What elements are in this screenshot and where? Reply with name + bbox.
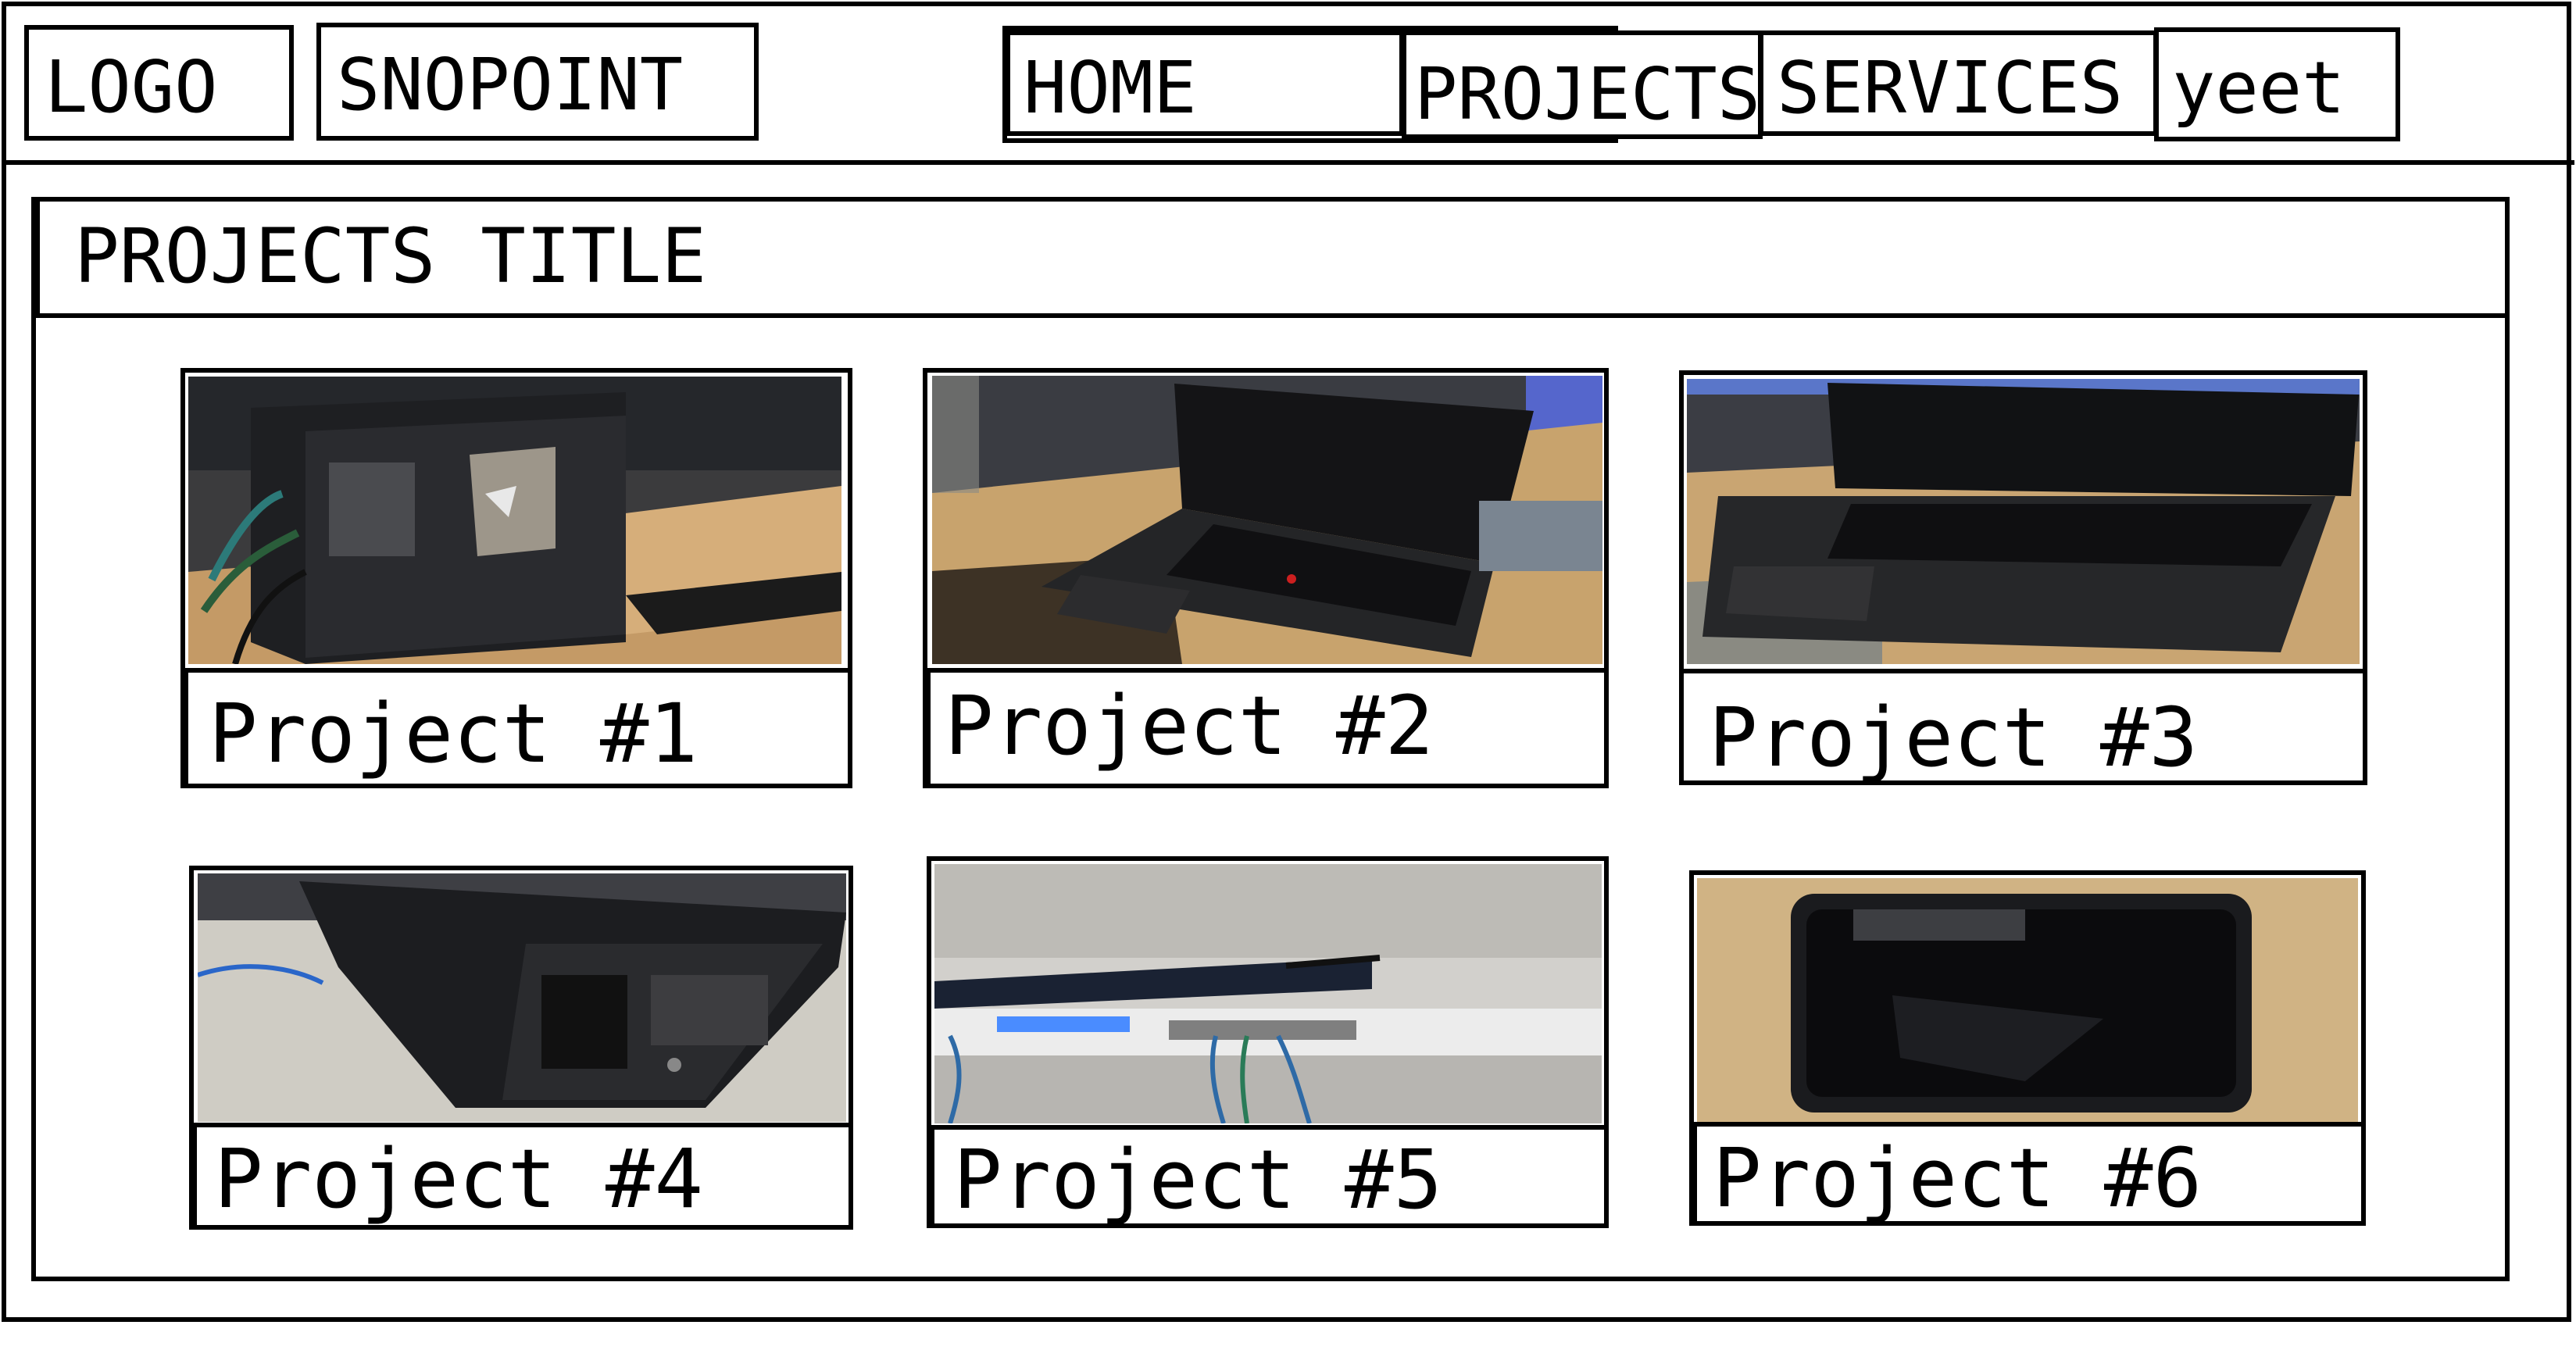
nav-item-services-label: SERVICES [1777,46,2124,130]
project-title-label: Project #5 [953,1132,1443,1227]
page-frame [2,2,2571,1322]
logo-label: LOGO [45,45,218,129]
project-title-label: Project #3 [1709,690,2199,785]
project-title-4[interactable]: Project #4 [192,1123,853,1230]
thinkpad-laptop-photo [1687,379,2360,664]
desktop-pc-case-photo [188,377,841,664]
project-title-label: Project #1 [209,686,698,781]
project-title-label: Project #6 [1713,1130,2203,1226]
logo[interactable]: LOGO [24,25,294,141]
thinkpad-laptop-photo [932,376,1602,664]
project-title-1[interactable]: Project #1 [184,668,852,788]
tower-server-photo [198,873,846,1122]
project-title-5[interactable]: Project #5 [930,1125,1609,1228]
project-title-2[interactable]: Project #2 [926,668,1609,788]
site-name[interactable]: SNOPOINT [316,23,759,141]
site-name-label: SNOPOINT [337,43,684,127]
page-title: PROJECTS TITLE [74,212,707,300]
nav-item-projects[interactable]: PROJECTS [1402,30,1763,139]
rack-network-appliance-photo [934,864,1602,1123]
project-title-label: Project #2 [945,678,1434,773]
project-title-6[interactable]: Project #6 [1692,1122,2366,1226]
nav-item-home[interactable]: HOME [1006,30,1404,136]
smartphone-photo [1697,878,2358,1122]
nav-item-yeet[interactable]: yeet [2154,27,2400,141]
projects-title-bar: PROJECTS TITLE [35,197,2510,318]
nav-item-services[interactable]: SERVICES [1759,30,2158,136]
nav-item-yeet-label: yeet [2172,46,2346,130]
nav-item-projects-label: PROJECTS [1414,52,1761,136]
project-title-3[interactable]: Project #3 [1679,669,2367,785]
project-title-label: Project #4 [214,1131,704,1227]
nav-item-home-label: HOME [1024,46,1197,130]
header-divider [2,160,2574,165]
